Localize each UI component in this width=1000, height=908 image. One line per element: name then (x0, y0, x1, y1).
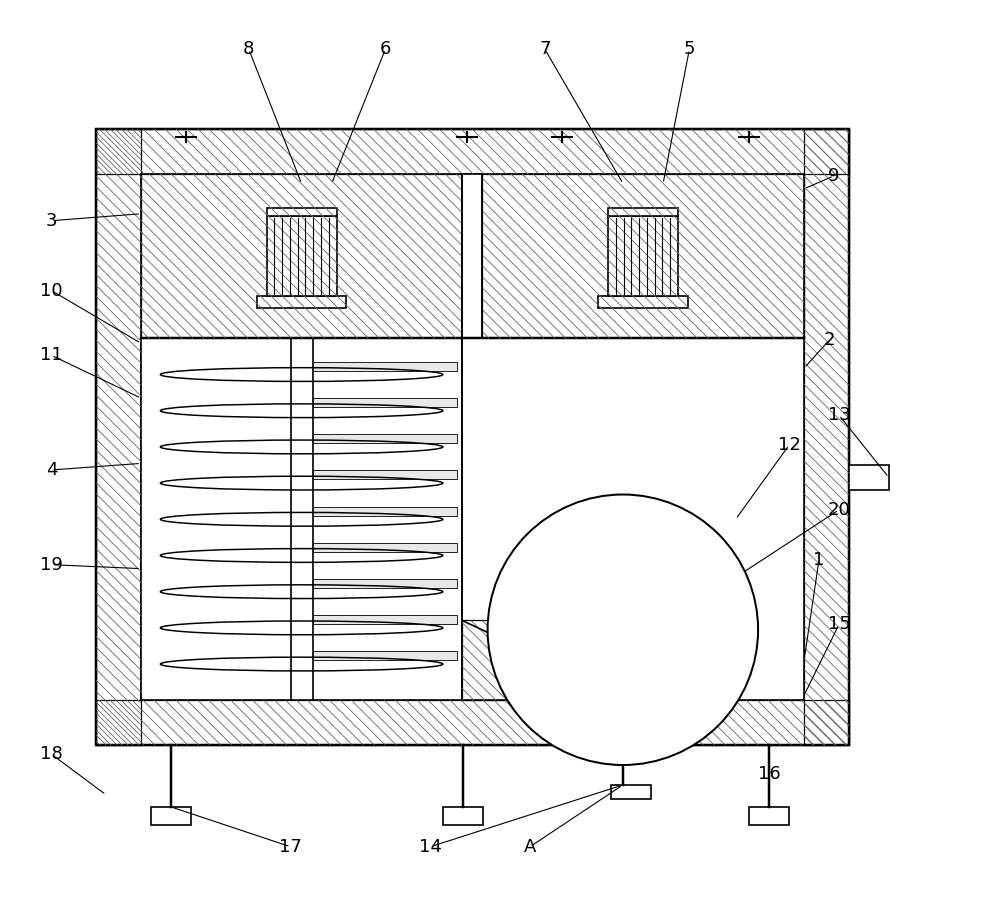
Text: 3: 3 (46, 212, 57, 230)
Polygon shape (608, 208, 678, 216)
Text: 15: 15 (828, 616, 850, 634)
Circle shape (488, 495, 758, 765)
Polygon shape (151, 807, 191, 824)
Polygon shape (611, 785, 651, 799)
Polygon shape (267, 216, 337, 296)
Text: 16: 16 (758, 765, 781, 783)
Polygon shape (257, 296, 346, 308)
Text: 10: 10 (40, 281, 63, 300)
Text: 9: 9 (828, 167, 840, 185)
Text: 19: 19 (40, 556, 63, 574)
Text: 18: 18 (40, 745, 63, 763)
Polygon shape (291, 339, 313, 700)
Polygon shape (593, 735, 653, 750)
Polygon shape (598, 296, 688, 308)
Text: 8: 8 (243, 40, 254, 58)
Text: 1: 1 (813, 550, 825, 568)
Polygon shape (313, 507, 457, 516)
Text: 14: 14 (419, 838, 442, 856)
Polygon shape (462, 173, 482, 339)
Polygon shape (749, 807, 789, 824)
Polygon shape (313, 362, 457, 371)
Text: A: A (524, 838, 536, 856)
Polygon shape (313, 470, 457, 479)
Polygon shape (603, 700, 643, 735)
Polygon shape (313, 616, 457, 624)
Text: 17: 17 (279, 838, 302, 856)
Polygon shape (141, 339, 462, 700)
Text: 5: 5 (684, 40, 695, 58)
Polygon shape (313, 579, 457, 588)
Polygon shape (141, 173, 804, 700)
Polygon shape (267, 208, 337, 216)
Polygon shape (443, 807, 483, 824)
Text: 2: 2 (823, 331, 835, 350)
Polygon shape (313, 543, 457, 552)
Text: 11: 11 (40, 346, 63, 364)
Text: 20: 20 (828, 501, 850, 518)
Polygon shape (313, 398, 457, 407)
Text: 4: 4 (46, 461, 57, 479)
Text: 12: 12 (778, 436, 801, 454)
Text: 7: 7 (539, 40, 551, 58)
Polygon shape (849, 465, 889, 490)
Circle shape (585, 686, 661, 763)
Text: 6: 6 (380, 40, 391, 58)
Text: 13: 13 (828, 406, 850, 424)
Polygon shape (608, 216, 678, 296)
Polygon shape (313, 651, 457, 660)
Polygon shape (313, 434, 457, 443)
Polygon shape (462, 339, 804, 700)
